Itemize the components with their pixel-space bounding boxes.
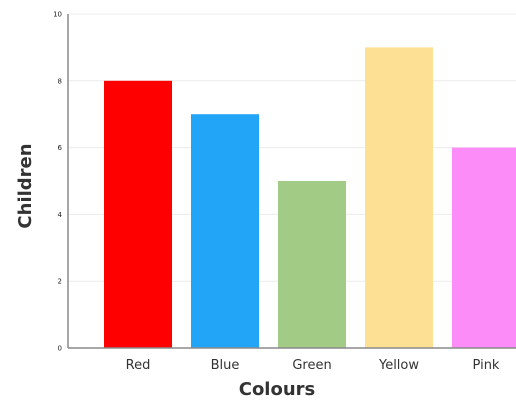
y-axis-title: Children: [15, 143, 36, 228]
bars: [104, 47, 516, 349]
x-tick-label: Yellow: [378, 358, 419, 373]
x-tick-label: Red: [126, 358, 151, 373]
y-tick-label: 4: [58, 211, 63, 219]
bar-red: [104, 80, 172, 349]
y-tick-label: 0: [58, 345, 62, 353]
x-tick-labels: Red Blue Green Yellow Pink: [126, 358, 500, 373]
bar-green: [278, 181, 346, 348]
y-tick-label: 10: [53, 11, 62, 19]
x-tick-label: Pink: [473, 358, 500, 373]
bar-yellow: [365, 47, 433, 349]
bar-pink: [452, 147, 516, 348]
y-tick-label: 6: [58, 144, 63, 152]
bar-blue: [191, 114, 259, 348]
x-axis-title: Colours: [239, 379, 316, 400]
y-tick-label: 2: [58, 278, 62, 286]
y-tick-labels: 0 2 4 6 8 10: [53, 11, 62, 353]
axes: [67, 14, 516, 349]
y-tick-label: 8: [58, 77, 62, 85]
x-tick-label: Green: [292, 358, 331, 373]
x-tick-label: Blue: [211, 358, 240, 373]
